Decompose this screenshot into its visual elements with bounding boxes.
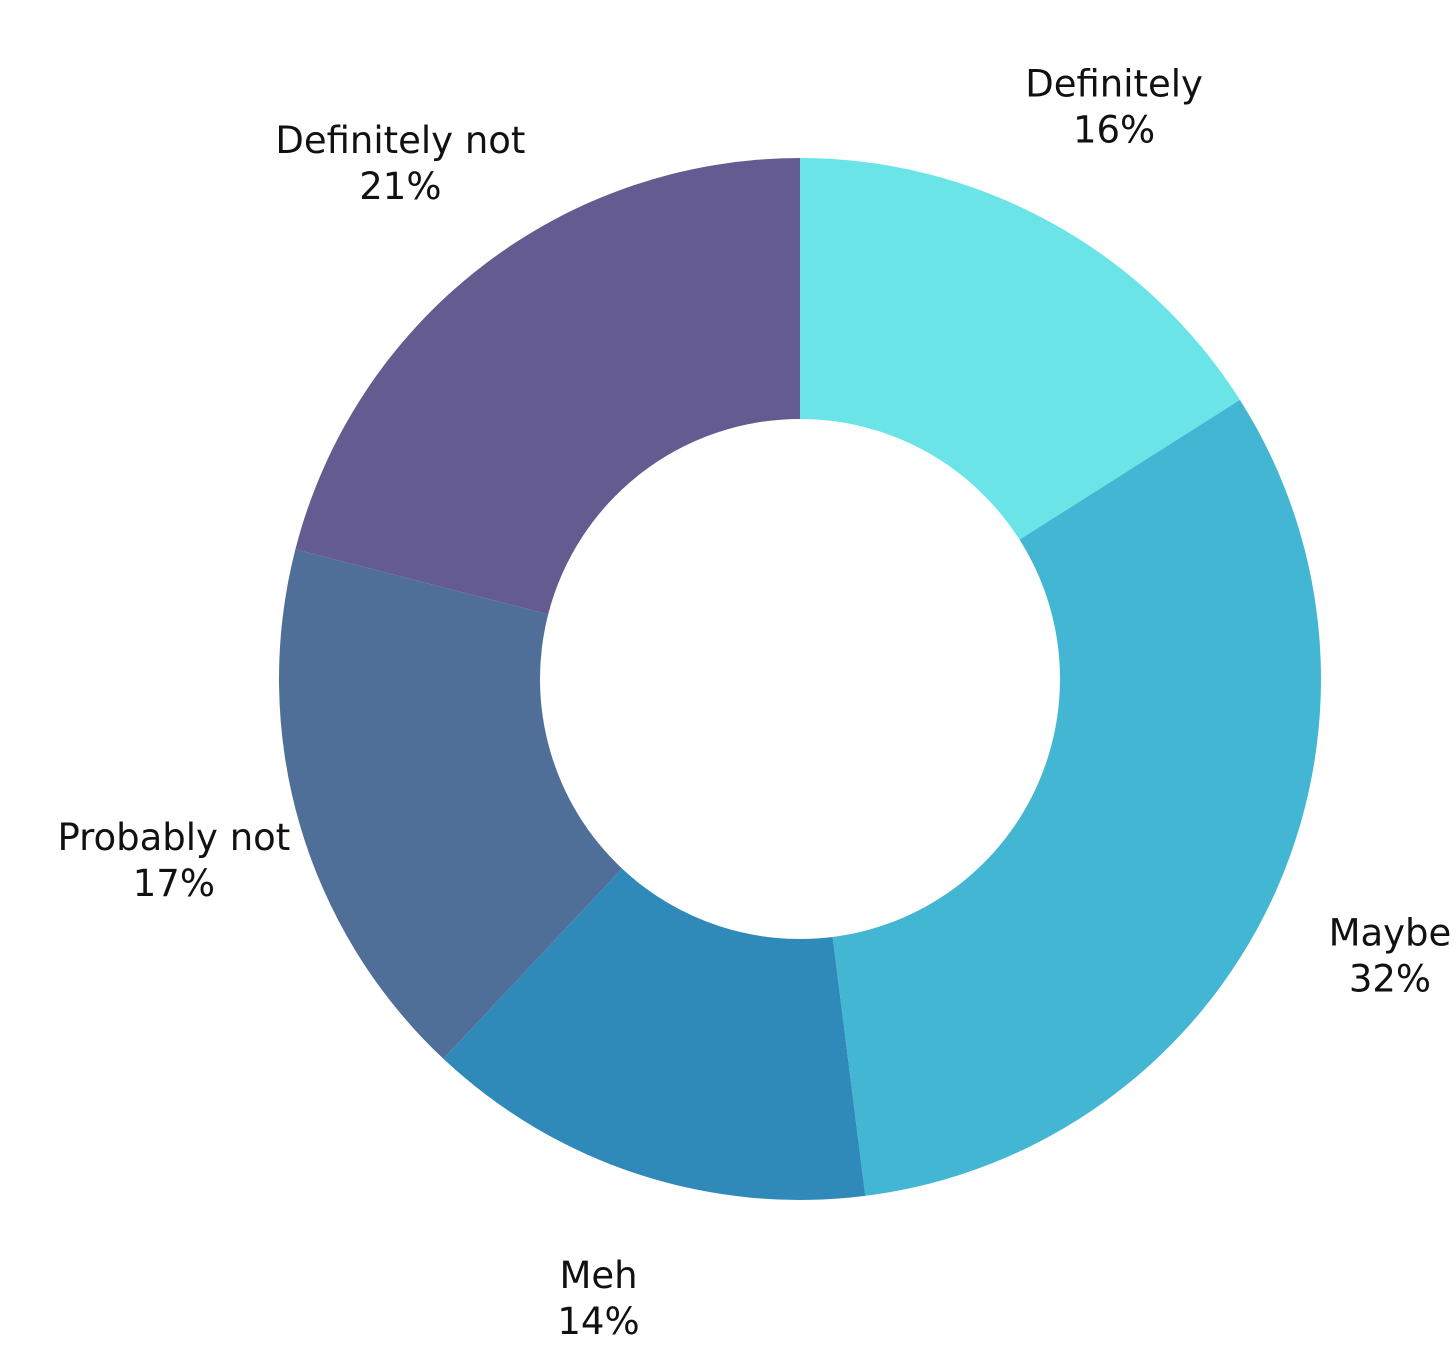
slice-label-percent: 16% bbox=[1073, 109, 1155, 152]
slices-layer bbox=[279, 158, 1321, 1200]
slice-label-percent: 14% bbox=[557, 1300, 639, 1343]
slice-label-name: Definitely bbox=[1025, 63, 1203, 106]
slice-label-name: Definitely not bbox=[275, 119, 525, 162]
slice-definitely bbox=[800, 158, 1240, 540]
slice-meh bbox=[443, 868, 866, 1200]
slice-label-name: Probably not bbox=[57, 816, 290, 859]
slice-label-percent: 17% bbox=[133, 862, 215, 905]
slice-probably-not bbox=[279, 549, 623, 1059]
slice-label-name: Meh bbox=[559, 1254, 637, 1297]
slice-definitely-not bbox=[295, 158, 800, 615]
slice-label-percent: 32% bbox=[1349, 958, 1431, 1001]
slice-label-name: Maybe bbox=[1329, 912, 1452, 955]
slice-maybe bbox=[832, 399, 1321, 1196]
slice-label-percent: 21% bbox=[359, 165, 441, 208]
